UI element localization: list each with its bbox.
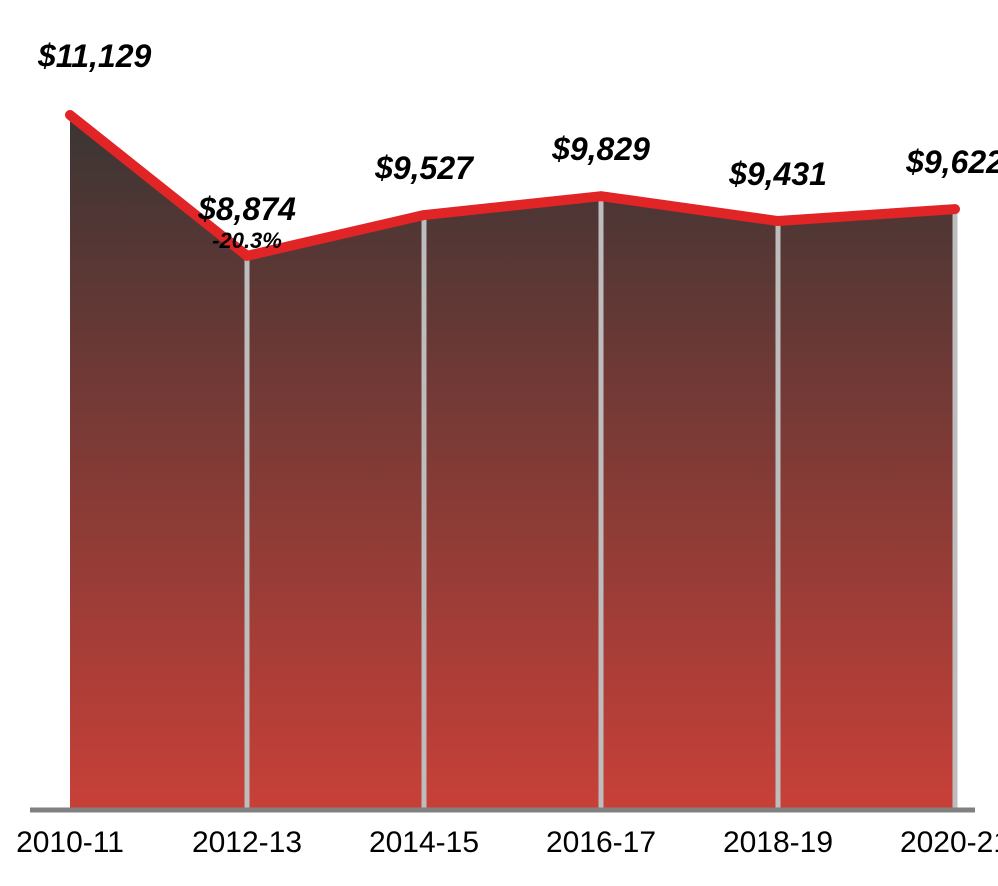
- value-label: $8,874: [197, 191, 296, 227]
- x-tick-label: 2010-11: [16, 826, 124, 859]
- x-tick-label: 2018-19: [723, 826, 833, 859]
- value-label: $9,431: [728, 156, 827, 192]
- value-label: $11,129: [37, 38, 152, 74]
- x-tick-label: 2014-15: [369, 826, 479, 859]
- x-tick-label: 2020-21: [900, 826, 998, 859]
- secondary-label: -20.3%: [212, 228, 282, 253]
- value-label: $9,527: [374, 150, 475, 186]
- x-tick-label: 2012-13: [192, 826, 302, 859]
- chart-svg: $11,129 $8,874-20.3% $9,527 $9,829 $9,431 $9,…: [0, 0, 998, 886]
- x-tick-label: 2016-17: [546, 826, 656, 859]
- value-label: $9,829: [551, 131, 650, 167]
- area-chart: $11,129 $8,874-20.3% $9,527 $9,829 $9,431 $9,…: [0, 0, 998, 886]
- value-label: $9,622: [905, 144, 998, 180]
